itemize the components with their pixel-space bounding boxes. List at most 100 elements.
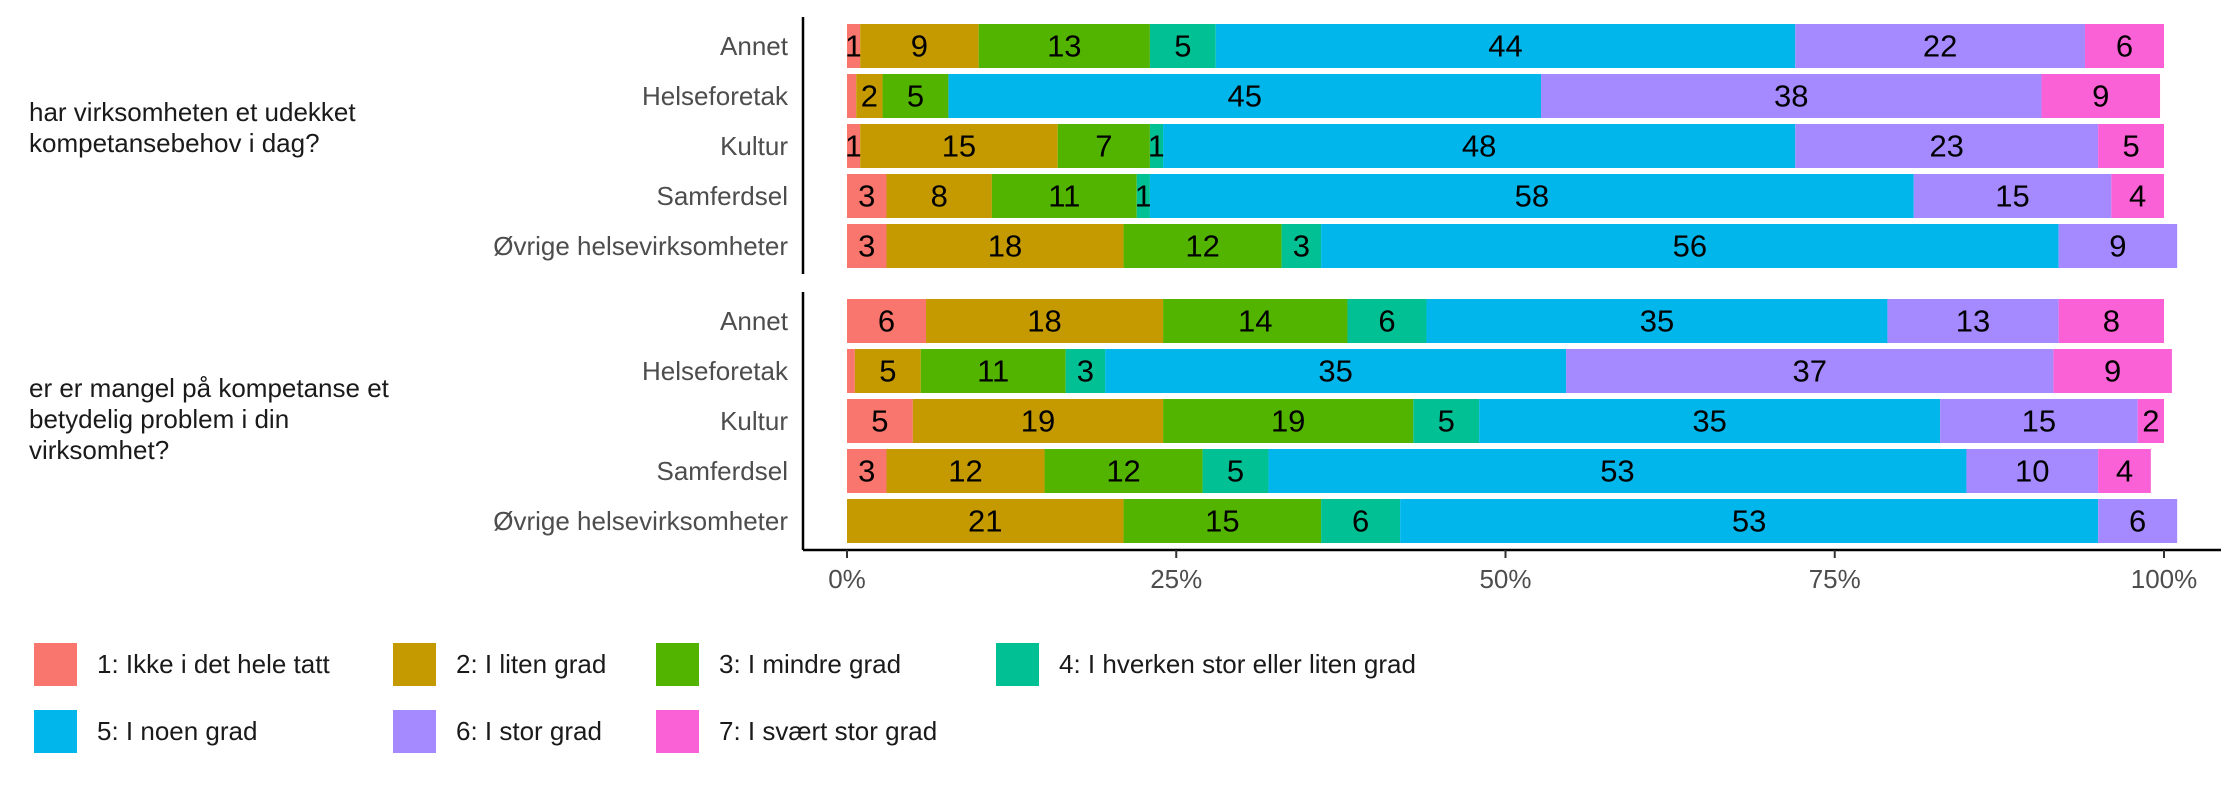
bar-segment [1149, 174, 1914, 218]
bar-segment [847, 124, 861, 168]
bar-segment [882, 74, 949, 118]
bar-segment [847, 449, 887, 493]
data-label: 15 [942, 129, 976, 164]
data-label: 6 [1352, 504, 1369, 539]
data-label: 56 [1673, 229, 1707, 264]
bar-segment [2137, 399, 2164, 443]
bar-segment [847, 174, 887, 218]
legend-key [34, 643, 77, 686]
y-tick-label: Helseforetak [642, 356, 789, 386]
legend-key [34, 710, 77, 753]
bar-segment [1268, 449, 1967, 493]
bar-segment [1136, 174, 1150, 218]
data-label: 9 [911, 29, 928, 64]
x-tick-label: 25% [1150, 564, 1202, 594]
bar-segment [847, 24, 861, 68]
data-label: 5 [871, 404, 888, 439]
legend-key [656, 643, 699, 686]
data-label: 14 [1238, 304, 1272, 339]
data-label: 8 [931, 179, 948, 214]
bar-segment [1057, 124, 1150, 168]
data-label: 3 [858, 454, 875, 489]
x-tick-label: 75% [1809, 564, 1861, 594]
data-label: 48 [1462, 129, 1496, 164]
bar-segment [886, 449, 1045, 493]
data-label: 6 [1378, 304, 1395, 339]
bar-segment [2098, 124, 2164, 168]
data-label: 35 [1692, 404, 1726, 439]
x-tick-label: 100% [2131, 564, 2198, 594]
data-label: 15 [2022, 404, 2056, 439]
data-label: 21 [968, 504, 1002, 539]
bar-segment [991, 174, 1137, 218]
bar-segment [1913, 174, 2112, 218]
legend-label: 4: I hverken stor eller liten grad [1059, 649, 1416, 679]
data-label: 5 [907, 79, 924, 114]
bar-segment [1347, 299, 1427, 343]
bar-segment [1426, 299, 1888, 343]
data-label: 11 [1048, 179, 1080, 214]
y-tick-label: Helseforetak [642, 81, 789, 111]
bar-segment [948, 74, 1542, 118]
bar-segment [860, 124, 1058, 168]
data-label: 11 [977, 354, 1009, 389]
bar-segment [2058, 224, 2178, 268]
bar-segment [1123, 499, 1322, 543]
bar-segment [847, 299, 927, 343]
data-label: 22 [1923, 29, 1957, 64]
data-label: 23 [1929, 129, 1963, 164]
data-label: 35 [1640, 304, 1674, 339]
data-label: 9 [2092, 79, 2109, 114]
data-label: 4 [2116, 454, 2133, 489]
data-label: 3 [858, 179, 875, 214]
bar-segment [847, 499, 1124, 543]
bar-segment [1163, 124, 1796, 168]
data-label: 18 [988, 229, 1022, 264]
facet-label: er er mangel på kompetanse et betydelig … [29, 373, 389, 465]
bar-segment [2084, 24, 2164, 68]
data-label: 5 [1227, 454, 1244, 489]
bar-segment [1163, 399, 1414, 443]
bar-segment [847, 224, 887, 268]
y-tick-label: Annet [720, 31, 789, 61]
bar-segment [1940, 399, 2138, 443]
legend-label: 3: I mindre grad [719, 649, 901, 679]
data-label: 12 [1106, 454, 1140, 489]
data-label: 3 [1077, 354, 1094, 389]
bar-segment [856, 74, 883, 118]
data-label: 8 [2103, 304, 2120, 339]
bar-segment [2053, 349, 2172, 393]
data-label: 13 [1956, 304, 1990, 339]
data-label: 3 [858, 229, 875, 264]
data-label: 12 [948, 454, 982, 489]
bar-segment [1281, 224, 1322, 268]
data-label: 58 [1515, 179, 1549, 214]
bar-segment [1123, 224, 1282, 268]
facet-label: har virksomheten et udekket kompetansebe… [29, 97, 356, 158]
data-label: 53 [1732, 504, 1766, 539]
bar-segment [1321, 499, 1401, 543]
data-label: 44 [1488, 29, 1522, 64]
legend-label: 6: I stor grad [456, 716, 602, 746]
data-label: 3 [1293, 229, 1310, 264]
bar-segment [1887, 299, 2059, 343]
data-label: 15 [1995, 179, 2029, 214]
x-tick-label: 50% [1479, 564, 1531, 594]
data-label: 1 [845, 29, 862, 64]
data-label: 1 [1148, 129, 1165, 164]
bar-segment [1105, 349, 1567, 393]
bar-segment [2058, 299, 2164, 343]
data-label: 5 [1438, 404, 1455, 439]
legend-key [393, 710, 436, 753]
bar-segment [2111, 174, 2164, 218]
data-label: 6 [2116, 29, 2133, 64]
data-label: 13 [1047, 29, 1081, 64]
legend-key [393, 643, 436, 686]
bar-segment [860, 24, 979, 68]
bar-segment [1321, 224, 2059, 268]
legend-label: 1: Ikke i det hele tatt [97, 649, 330, 679]
data-label: 5 [1174, 29, 1191, 64]
data-label: 45 [1227, 79, 1261, 114]
bar-segment [1400, 499, 2099, 543]
y-tick-label: Kultur [720, 131, 788, 161]
